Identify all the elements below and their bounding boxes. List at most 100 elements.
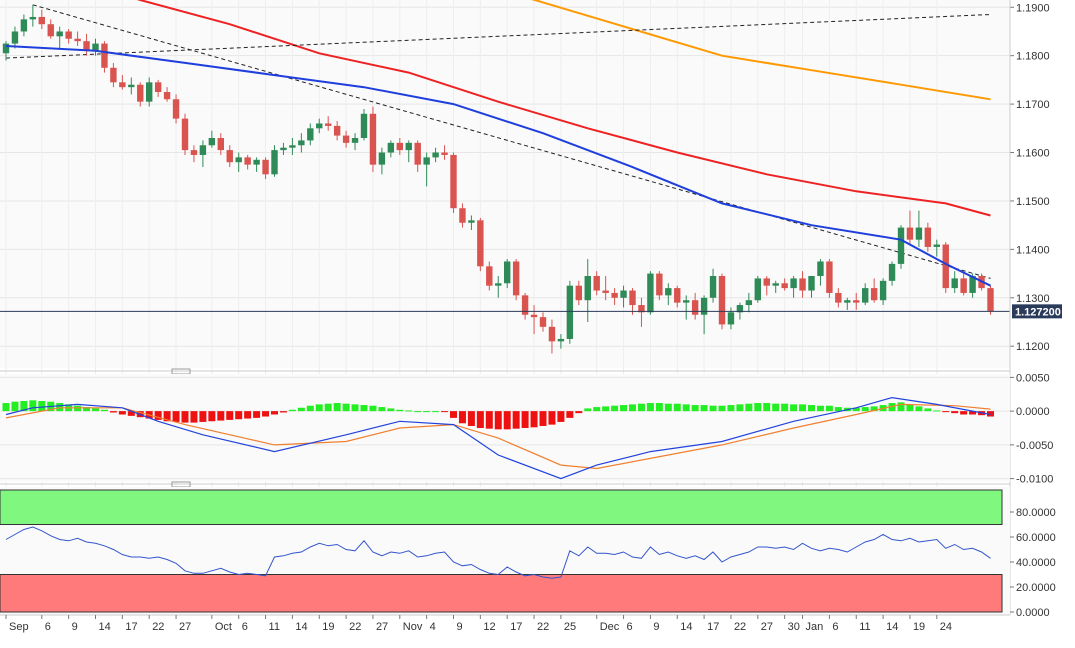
candle (298, 133, 305, 153)
macd-histogram-bar (790, 404, 798, 412)
candle-body (593, 276, 600, 291)
candle-body (154, 82, 162, 92)
price-tick-label: 1.1500 (1016, 196, 1050, 208)
macd-histogram-bar (816, 405, 824, 412)
candle-body (146, 82, 153, 102)
price-tick-label: 1.1800 (1016, 51, 1050, 63)
candle-body (924, 227, 932, 247)
macd-histogram-bar (521, 411, 529, 428)
candle (459, 203, 466, 228)
macd-histogram-bar (378, 407, 386, 412)
time-tick-label: 19 (322, 621, 334, 633)
candle-body (817, 261, 824, 276)
time-tick-label: Oct (215, 621, 232, 633)
macd-histogram-bar (324, 403, 332, 412)
candle-body (92, 43, 99, 51)
candle (333, 121, 341, 141)
macd-histogram-bar (74, 405, 82, 412)
candle-body (253, 159, 260, 165)
rsi-panel[interactable]: 80.0000 60.0000 40.0000 20.0000 0.0000 (0, 487, 1056, 619)
candle-body (575, 285, 582, 301)
macd-histogram-bar (700, 405, 708, 412)
rsi-overbought-zone (0, 489, 1003, 525)
macd-histogram-bar (655, 403, 663, 412)
candle-body (602, 290, 609, 293)
macd-histogram-bar (808, 405, 815, 412)
macd-histogram-bar (262, 411, 270, 417)
macd-histogram-bar (763, 403, 771, 412)
candle-body (548, 326, 556, 342)
candle (700, 295, 708, 335)
price-tick-label: 1.1400 (1016, 244, 1050, 256)
macd-histogram-bar (244, 411, 252, 419)
candle (566, 280, 574, 344)
candle-body (101, 43, 108, 68)
macd-histogram-bar (306, 405, 314, 412)
time-tick-label: 9 (457, 621, 463, 633)
macd-histogram-bar (539, 411, 547, 426)
candle-body (83, 41, 90, 51)
candle-body (163, 92, 171, 100)
macd-histogram-bar (414, 411, 422, 413)
candle (101, 41, 108, 73)
candle (235, 152, 242, 172)
candle (262, 157, 269, 180)
candle (423, 152, 430, 187)
rsi-tick-label: 60.0000 (1016, 532, 1056, 544)
candle-body (835, 292, 842, 303)
candle-body (378, 152, 386, 165)
candle-body (969, 276, 976, 293)
ma-slow-line (531, 0, 991, 101)
candle-body (262, 159, 269, 175)
macd-histogram-bar (691, 405, 699, 412)
macd-histogram-bar (951, 411, 959, 414)
rsi-tick-label: 20.0000 (1016, 582, 1056, 594)
candle-body (888, 263, 896, 281)
macd-histogram-bar (960, 411, 968, 415)
candle-body (853, 300, 860, 303)
candle-body (298, 140, 305, 146)
candle (870, 278, 878, 303)
candle (92, 38, 99, 56)
candle (718, 273, 726, 330)
candle (47, 19, 54, 39)
candle (217, 133, 224, 155)
candle (56, 26, 63, 49)
macd-histogram-bar (253, 411, 261, 418)
macd-histogram-bar (611, 405, 619, 412)
macd-histogram-bar (557, 411, 565, 422)
price-axis: 1.1900 1.1800 1.1700 1.1600 1.1500 1.1400 1.13… (1009, 0, 1050, 615)
candle (244, 154, 251, 170)
candle (745, 292, 753, 313)
macd-histogram-bar (2, 403, 10, 412)
candle-body (933, 244, 940, 247)
rsi-path (5, 526, 991, 579)
candle (897, 225, 905, 269)
candle (665, 283, 672, 306)
candle-body (504, 261, 511, 284)
candle (199, 140, 207, 168)
candle-body (521, 295, 529, 315)
macd-lines (5, 396, 991, 480)
macd-histogram-bar (476, 411, 484, 428)
candle (691, 292, 699, 320)
time-tick-label: 30 (788, 621, 800, 633)
macd-histogram-bar (915, 406, 923, 412)
candle-body (307, 128, 314, 141)
candle (29, 4, 37, 27)
time-tick-label: 27 (376, 621, 388, 633)
candle-body (441, 152, 448, 155)
macd-panel[interactable]: 0.0050 0.0000 -0.0050 -0.0100 (0, 372, 1053, 486)
candle (20, 14, 28, 37)
rsi-zones (0, 489, 1003, 613)
candle-body (468, 220, 475, 223)
candle (557, 334, 565, 349)
candle (808, 276, 815, 298)
candle-body (879, 280, 887, 301)
candle-body (405, 142, 412, 151)
time-tick-label: 9 (653, 621, 659, 633)
candle-body (906, 227, 914, 240)
macd-histogram-bar (127, 411, 135, 416)
candle-body (65, 31, 72, 39)
